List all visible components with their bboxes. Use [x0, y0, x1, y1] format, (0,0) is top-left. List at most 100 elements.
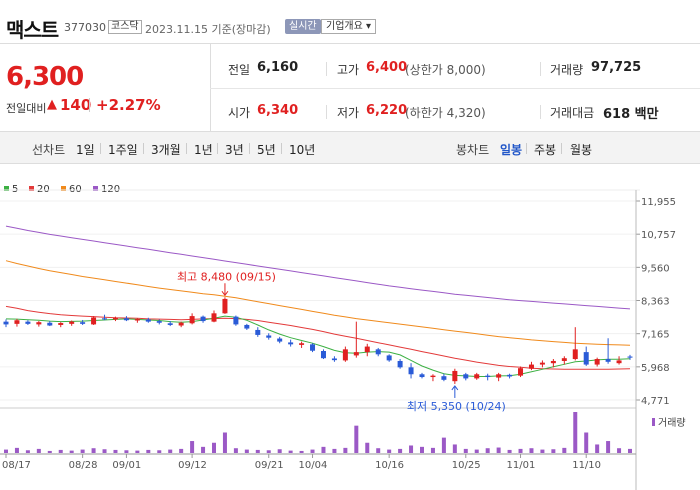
divider	[217, 143, 218, 154]
volume-bar	[102, 449, 107, 453]
candle-body	[167, 323, 173, 325]
prev-close-label: 전일	[228, 63, 251, 77]
volume-bar	[628, 448, 632, 453]
chart-grid	[0, 189, 640, 409]
candle-body	[419, 374, 425, 378]
divider	[526, 143, 527, 154]
volume-bar	[179, 448, 184, 453]
legend-swatch	[61, 186, 66, 191]
ma120-line	[5, 225, 631, 310]
annotations: 최고 8,480 (09/15) 최저 5,350 (10/24)	[177, 270, 506, 413]
candle-body	[69, 321, 75, 324]
low-value: 6,220	[366, 103, 408, 118]
period-1y[interactable]: 1년	[194, 143, 213, 157]
volume-bar	[540, 449, 545, 453]
volume-bar	[376, 448, 381, 453]
volume-bar	[244, 449, 249, 453]
candle-body	[528, 364, 534, 369]
company-overview-dropdown[interactable]: 기업개요 ▾	[321, 19, 376, 34]
candle-body	[14, 320, 20, 324]
divider	[89, 98, 90, 112]
candle-body	[288, 342, 294, 345]
candle-body	[200, 316, 206, 322]
candle-body	[474, 374, 480, 379]
y-tick-label: 9,560	[641, 263, 670, 274]
candle-body	[408, 367, 414, 375]
candle-body	[299, 343, 305, 345]
candle-body	[539, 362, 545, 365]
x-tick-label: 10/04	[299, 460, 328, 471]
candle-body	[3, 321, 9, 325]
volume-bar	[617, 448, 622, 453]
divider	[326, 62, 327, 76]
volume-bar	[452, 444, 457, 453]
volume-bar	[485, 448, 490, 453]
period-1w[interactable]: 1주일	[108, 143, 138, 157]
candle-body	[463, 374, 469, 379]
high-annotation: 최고 8,480 (09/15)	[177, 270, 276, 283]
date-info: 2023.11.15 기준(장마감)	[145, 23, 271, 36]
up-arrow-icon: ▲	[47, 97, 57, 112]
lower-limit: (하한가 4,320)	[405, 106, 486, 120]
amount-label: 거래대금	[550, 106, 595, 120]
candle-body	[485, 375, 491, 378]
candle-daily[interactable]: 일봉	[500, 143, 523, 157]
volume-bar	[387, 449, 392, 453]
divider	[540, 105, 541, 119]
candle-body	[266, 335, 272, 338]
line-chart-label: 선차트	[32, 143, 66, 157]
open-label: 시가	[228, 106, 251, 120]
divider	[561, 143, 562, 154]
candle-body	[112, 317, 118, 320]
volume-bar	[212, 442, 216, 453]
candle-body	[189, 316, 195, 324]
candle-body	[222, 298, 228, 314]
low-arrow-head	[451, 385, 459, 391]
volume-bar	[562, 447, 567, 453]
candle-body	[178, 322, 184, 326]
candle-body	[91, 317, 97, 325]
candle-body	[430, 375, 436, 378]
period-3m[interactable]: 3개월	[151, 143, 181, 157]
x-tick-label: 08/28	[69, 460, 98, 471]
volume-value: 97,725	[591, 60, 642, 75]
volume-bar	[463, 448, 468, 453]
x-tick-label: 09/21	[255, 460, 284, 471]
diff-percent: +2.27%	[96, 96, 161, 114]
period-10y[interactable]: 10년	[289, 143, 316, 157]
upper-limit: (상한가 8,000)	[405, 63, 486, 77]
period-5y[interactable]: 5년	[257, 143, 276, 157]
volume-bar	[529, 448, 534, 453]
candle-monthly[interactable]: 월봉	[570, 143, 593, 157]
market-badge: 코스닥	[108, 20, 142, 34]
volume-bar	[343, 447, 348, 453]
volume-bar	[332, 448, 337, 453]
candle-body	[156, 321, 162, 323]
candle-body	[331, 358, 337, 361]
candle-weekly[interactable]: 주봉	[534, 143, 557, 157]
candle-body	[320, 350, 326, 359]
candle-body	[594, 359, 600, 365]
volume-bar	[47, 450, 52, 453]
amount-value: 618 백만	[603, 107, 659, 122]
candle-body	[507, 374, 513, 377]
volume-bar	[25, 450, 30, 453]
volume-bar	[430, 447, 435, 453]
realtime-button[interactable]: 실시간	[285, 19, 321, 34]
price-chart: 52060120 최고 8,480 (09/15)최저 5,350 (10/24…	[0, 184, 686, 490]
candle-body	[375, 349, 381, 355]
volume-bar	[69, 450, 74, 453]
volume-bar	[595, 444, 600, 453]
ma20-line	[5, 305, 631, 370]
volume-bar	[266, 450, 271, 453]
period-1d[interactable]: 1일	[76, 143, 95, 157]
stock-code: 377030	[64, 21, 106, 34]
candle-body	[145, 319, 151, 322]
diff-label: 전일대비	[6, 102, 47, 115]
volume-bar	[222, 432, 227, 453]
period-3y[interactable]: 3년	[225, 143, 244, 157]
candle-body	[123, 318, 129, 321]
volume-bar	[201, 446, 206, 453]
volume-bar	[551, 449, 556, 453]
divider	[281, 143, 282, 154]
